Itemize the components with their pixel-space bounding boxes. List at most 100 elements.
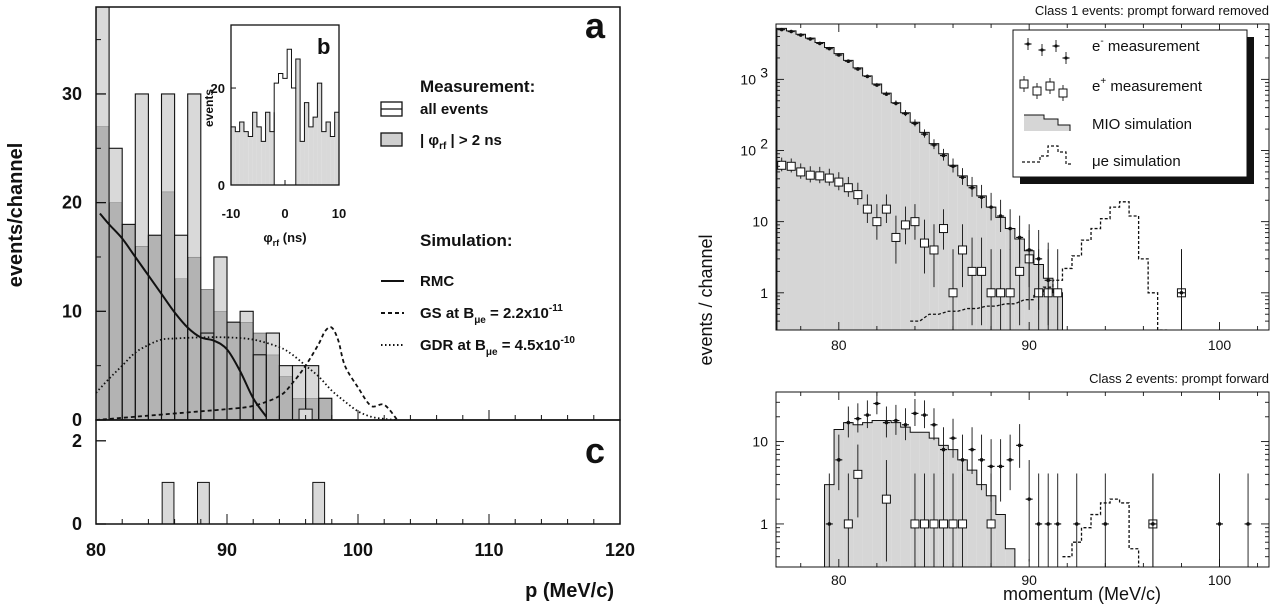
eminus-point [970,185,974,190]
eminus-point [1103,522,1108,526]
rmc-curve [99,212,268,418]
hist-bar-all-events [174,235,188,279]
mio-bin [805,38,816,330]
mio-bin [995,514,1006,567]
eminus-point [1246,522,1250,526]
eplus-point [853,469,863,479]
eminus-point [922,413,927,417]
inset-bar [239,121,244,185]
panel-b-label: b [317,34,330,59]
eminus-point [1008,226,1012,231]
legend-measurement-title: Measurement: [420,77,535,96]
y-tick-label: 10 [752,434,768,450]
eminus-point [846,59,851,64]
eminus-point [913,411,917,416]
eminus-point [951,164,955,169]
mio-bin [976,484,987,567]
eminus-point [1017,235,1022,240]
inset-x-tick-label: 10 [332,206,346,221]
legend-mio-swatch [1024,114,1071,131]
eplus-point [1053,288,1063,298]
mio-bin [834,429,844,567]
left-panel-a: 0 10 20 30 a Measurement: all events | φrf … [62,5,621,430]
mio-outline [776,27,1063,330]
x-tick-label: 100 [1208,337,1232,353]
legend-eplus-marker [1032,86,1042,96]
mio-bin [795,34,806,330]
inset-bar [265,112,270,185]
x-tick-label: 120 [605,540,635,560]
legend-eplus: e+ measurement [1092,76,1203,95]
x-tick-label: 80 [831,572,847,588]
x-tick-label: 100 [1208,572,1232,588]
inset-bar [256,126,262,185]
hist-bar-phi-cut [187,256,202,420]
left-xlabel: p (MeV/c) [525,580,614,602]
eminus-point [817,41,822,46]
legend-eminus: e- measurement [1092,36,1200,55]
eminus-point [989,464,993,469]
eplus-point [986,288,996,298]
eplus-point [958,245,968,255]
inset-bar [231,126,236,185]
y-tick-label: 20 [62,193,82,213]
eplus-point [843,519,853,529]
panel-c-bar [312,481,326,525]
inset-bar [235,131,240,185]
inset-x-tick-label: -10 [222,206,241,221]
eplus-point [862,204,872,214]
hist-bar-phi-cut [96,126,110,420]
legend-eminus-marker [1064,56,1068,60]
inset-outline [231,48,339,185]
y-tick-label: 0 [72,410,82,430]
x-tick-label: 110 [474,540,503,560]
eplus-point [996,288,1006,298]
y-tick-label: 30 [62,84,82,104]
eminus-point [960,175,965,180]
y-tick-label: 10 [62,301,82,321]
legend-gdr: GDR at Bμe = 4.5x10-10 [420,335,575,358]
inset-bar [278,73,283,185]
legend-eminus-marker [1026,42,1030,46]
eminus-point [1036,522,1041,526]
eplus-point [843,183,853,193]
eminus-point [932,143,936,147]
eminus-point [884,420,889,425]
mio-bin [815,42,825,330]
right-legend-box [1012,29,1248,178]
eplus-point [929,519,939,529]
inset-bar [291,88,296,185]
eminus-point [951,436,955,440]
hist-bar-all-events [135,93,149,247]
inset-bar [261,141,266,185]
x-tick-label: 90 [217,540,237,560]
panel-c-bar [197,481,210,525]
inset-bar [282,78,288,185]
y-tick-label: 1 [760,285,768,301]
y-tick-exponent: 3 [760,64,768,80]
legend-eminus-marker [1054,44,1058,48]
panel-c-label: c [585,430,605,471]
eminus-point [1046,522,1050,526]
eplus-point [977,266,987,276]
eminus-point [837,458,841,462]
eminus-point [998,464,1003,469]
eminus-point [808,37,813,41]
mio-bin [824,47,835,330]
eminus-point [1017,443,1022,448]
left-ylabel: events/channel [5,143,27,288]
inset-bar [334,112,339,185]
inset-x-tick-label: 0 [281,206,288,221]
eplus-point [910,217,920,227]
inset-bar [287,49,292,185]
legend-mio: MIO simulation [1092,116,1192,133]
hist-bar-outline [187,93,202,420]
mio-outline [824,420,1016,567]
hist-bar-outline [305,365,320,420]
eplus-point [881,494,891,504]
mio-bin [862,422,873,567]
hist-bar-phi-cut [318,397,333,420]
eplus-point [919,519,929,529]
